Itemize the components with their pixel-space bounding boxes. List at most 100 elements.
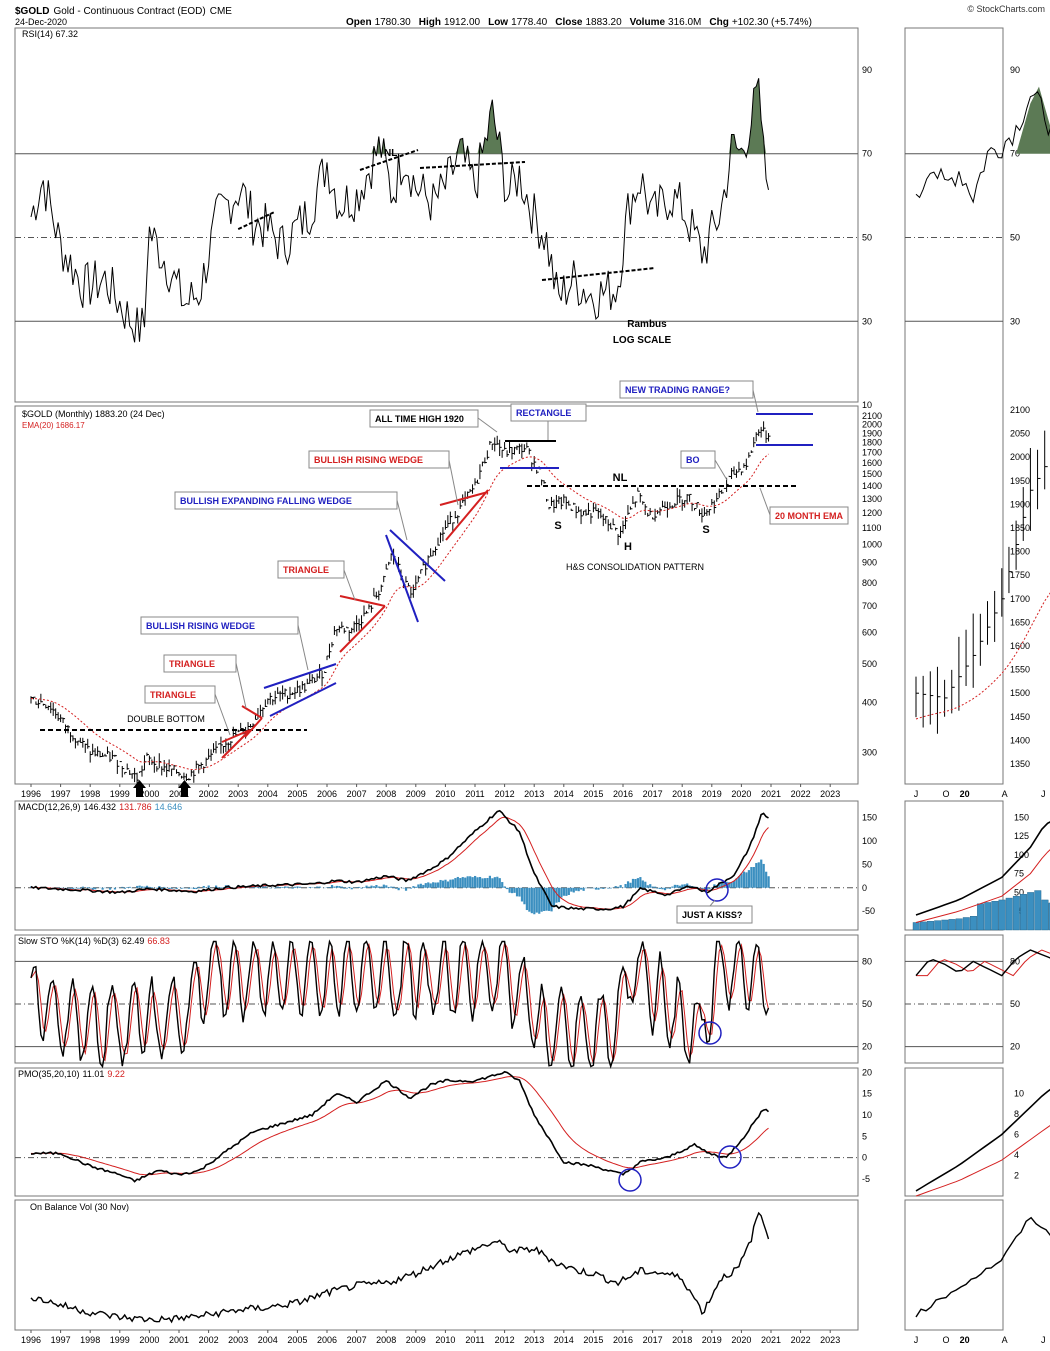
x-year-label: 2023 — [820, 1335, 840, 1345]
macd-hist-bar — [676, 885, 678, 888]
macd-hist-bar — [657, 888, 659, 889]
macd-hist-bar — [121, 887, 123, 888]
symbol: $GOLD — [15, 6, 49, 17]
macd-hist-bar — [402, 888, 404, 889]
x-axis-years: 1996199619971997199819981999199920002000… — [21, 784, 840, 1345]
macd-hist-bar — [499, 878, 501, 888]
macd-hist-bar — [417, 884, 419, 887]
triangle1-lower — [340, 606, 385, 652]
x-year-label: 2023 — [820, 789, 840, 799]
macd-hist-bar — [521, 888, 523, 902]
x-year-label: 2009 — [406, 789, 426, 799]
x-year-label: 2017 — [643, 1335, 663, 1345]
x-year-label: 2000 — [139, 1335, 159, 1345]
macd-legend-v1: 146.432 — [84, 802, 117, 812]
right-macd-hist-bar — [920, 922, 927, 930]
macd-hist-bar — [375, 885, 377, 888]
triangle2-upper — [242, 706, 262, 718]
x-month-label: J — [914, 1335, 919, 1345]
x-year-label: 2005 — [287, 789, 307, 799]
price-tick: 600 — [862, 628, 877, 638]
rsi-tick: 10 — [862, 400, 872, 410]
macd-hist-bar — [437, 882, 439, 887]
macd-hist-bar — [279, 887, 281, 888]
log-scale-note: LOG SCALE — [613, 335, 672, 346]
x-year-label: 2012 — [495, 789, 515, 799]
x-year-label: 2004 — [258, 1335, 278, 1345]
sto-legend-d: 66.83 — [147, 936, 170, 946]
macd-hist-bar — [363, 887, 365, 888]
macd-hist-bar — [639, 877, 641, 888]
pmo-line — [31, 1072, 769, 1182]
right-macd-hist-bar — [934, 921, 941, 930]
macd-hist-bar — [464, 878, 466, 888]
macd-hist-bar — [92, 888, 94, 890]
macd-hist-bar — [661, 888, 663, 890]
macd-hist-bar — [141, 886, 143, 887]
sto-right-tick: 20 — [1010, 1042, 1020, 1052]
macd-hist-bar — [617, 887, 619, 888]
macd-hist-bar — [474, 876, 476, 888]
macd-hist-bar — [476, 877, 478, 888]
macd-hist-bar — [513, 888, 515, 893]
macd-hist-bar — [600, 888, 602, 889]
macd-hist-bar — [647, 885, 649, 888]
right-macd-hist-bar — [1006, 898, 1013, 930]
macd-hist-bar — [398, 888, 400, 890]
macd-hist-bar — [208, 885, 210, 887]
macd-hist-bar — [469, 876, 471, 888]
macd-hist-bar — [341, 887, 343, 888]
right-macd-hist-bar — [949, 919, 956, 930]
price-bars — [31, 421, 771, 786]
macd-hist-bar — [385, 885, 387, 887]
macd-hist-bar — [501, 882, 503, 888]
macd-hist-bar — [496, 877, 498, 888]
x-year-label: 2004 — [258, 789, 278, 799]
macd-hist-bar — [595, 888, 597, 890]
price-legend: $GOLD (Monthly) 1883.20 (24 Dec) — [22, 409, 165, 419]
x-month-label: 20 — [960, 789, 970, 799]
right-macd-hist-bar — [985, 902, 992, 930]
macd-hist-bar — [758, 862, 760, 887]
macd-hist-bar — [284, 886, 286, 887]
right-sto-k — [916, 950, 1050, 987]
price-right-tick: 2100 — [1010, 405, 1030, 415]
macd-hist-bar — [763, 864, 765, 888]
macd-hist-bar — [188, 888, 190, 889]
macd-hist-bar — [410, 888, 412, 889]
price-tick: 800 — [862, 578, 877, 588]
quote-high: 1912.00 — [444, 17, 481, 28]
x-year-label: 2016 — [613, 789, 633, 799]
x-year-label: 2007 — [347, 1335, 367, 1345]
macd-hist-bar — [516, 888, 518, 897]
macd-hist-bar — [163, 887, 165, 888]
macd-hist-bar — [637, 878, 639, 888]
price-right-tick: 1750 — [1010, 570, 1030, 580]
pmo-circle-1 — [619, 1169, 641, 1191]
macd-hist-bar — [745, 872, 747, 887]
pmo-right-tick: 4 — [1014, 1150, 1019, 1160]
pmo-tick: 20 — [862, 1067, 872, 1077]
new-range-label: NEW TRADING RANGE? — [625, 385, 730, 395]
x-year-label: 2022 — [791, 789, 811, 799]
x-year-label: 2021 — [761, 789, 781, 799]
macd-hist-bar — [484, 878, 486, 888]
macd-hist-bar — [580, 888, 582, 890]
right-macd-hist-bar — [970, 916, 977, 930]
x-year-label: 2014 — [554, 789, 574, 799]
macd-hist-bar — [669, 888, 671, 889]
quote-open: 1780.30 — [375, 17, 412, 28]
brand: © StockCharts.com — [967, 4, 1045, 14]
price-right-tick: 1500 — [1010, 688, 1030, 698]
price-tick: 2100 — [862, 411, 882, 421]
x-year-label: 2014 — [554, 1335, 574, 1345]
macd-hist-bar — [560, 888, 562, 898]
x-year-label: 2003 — [228, 1335, 248, 1345]
macd-hist-bar — [368, 887, 370, 888]
price-tick: 700 — [862, 601, 877, 611]
triangle2-pointer — [236, 663, 246, 708]
x-year-label: 2008 — [376, 789, 396, 799]
macd-hist-bar — [82, 887, 84, 888]
macd-hist-bar — [422, 885, 424, 888]
